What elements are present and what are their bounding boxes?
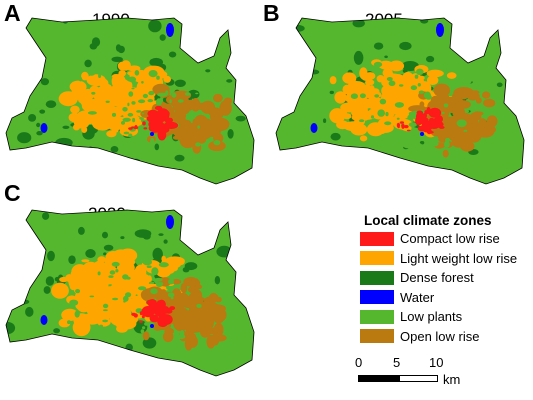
- legend-label: Light weight low rise: [400, 250, 518, 266]
- legend-swatch: [360, 270, 394, 285]
- map-2020: [5, 209, 255, 377]
- scale-segment-white: [399, 375, 438, 382]
- scale-tick-5: 5: [393, 355, 401, 370]
- legend-label: Low plants: [400, 309, 463, 325]
- legend-swatch: [360, 231, 394, 246]
- legend-item-dense-forest: Dense forest: [360, 268, 530, 288]
- scale-bar: 0 5 10 km: [355, 356, 465, 396]
- legend-item-compact-low-rise: Compact low rise: [360, 229, 530, 249]
- legend-item-light-weight-low-rise: Light weight low rise: [360, 249, 530, 269]
- legend-label: Open low rise: [400, 328, 480, 344]
- legend-swatch: [360, 251, 394, 266]
- panel-letter-b: B: [263, 0, 280, 26]
- legend-title: Local climate zones: [364, 213, 492, 228]
- scale-segment-black: [358, 375, 400, 382]
- legend-swatch: [360, 290, 394, 305]
- legend-swatch: [360, 309, 394, 324]
- legend-label: Dense forest: [400, 270, 474, 286]
- scale-tick-0: 0: [355, 355, 363, 370]
- panel-letter-c: C: [4, 180, 21, 206]
- legend-item-low-plants: Low plants: [360, 307, 530, 327]
- map-2005: [275, 17, 525, 185]
- panel-letter-a: A: [4, 0, 21, 26]
- legend: Local climate zones Compact low rise Lig…: [360, 212, 530, 346]
- scale-unit: km: [443, 372, 461, 387]
- scale-tick-10: 10: [429, 355, 444, 370]
- legend-label: Compact low rise: [400, 231, 500, 247]
- legend-swatch: [360, 329, 394, 344]
- legend-item-water: Water: [360, 288, 530, 308]
- legend-label: Water: [400, 289, 435, 305]
- legend-item-open-low-rise: Open low rise: [360, 327, 530, 347]
- map-1990: [5, 17, 255, 185]
